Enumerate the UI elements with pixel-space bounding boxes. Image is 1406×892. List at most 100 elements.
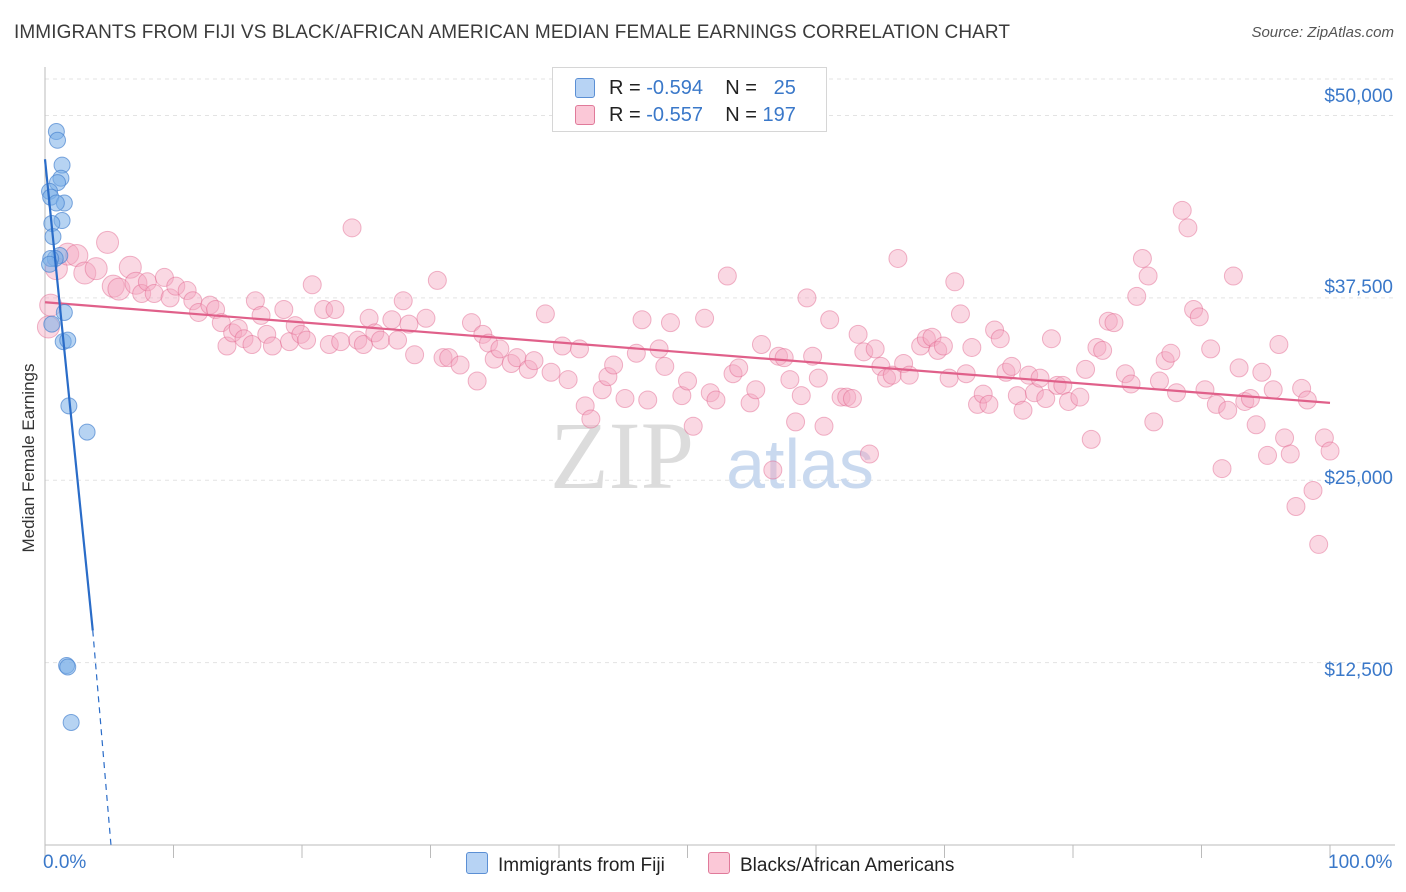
point-black-african-american [1314,428,1334,448]
point-black-african-american [1320,441,1340,461]
point-black-african-american [251,305,271,325]
point-black-african-american [274,300,294,320]
point-black-african-american [211,313,231,333]
point-black-african-american [1201,339,1221,359]
point-black-african-american [979,394,999,414]
point-black-african-american [405,345,425,365]
point-black-african-american [1161,343,1181,363]
point-black-african-american [820,310,840,330]
point-black-african-american [888,248,908,268]
point-black-african-american [598,367,618,387]
point-black-african-american [1132,248,1152,268]
point-black-african-american [1115,364,1135,384]
point-black-african-american [73,261,97,285]
point-black-african-american [780,370,800,390]
point-black-african-american [660,313,680,333]
point-black-african-american [1059,391,1079,411]
point-black-african-american [1269,335,1289,355]
point-black-african-american [1098,311,1118,331]
point-black-african-american [262,336,282,356]
point-black-african-american [166,276,186,296]
legend-r-value: -0.557 [646,104,703,126]
legend-r-value: -0.594 [646,77,703,99]
point-black-african-american [518,359,538,379]
point-black-african-american [1212,459,1232,479]
point-black-african-american [945,272,965,292]
point-black-african-american [242,335,262,355]
point-black-african-american [1195,380,1215,400]
point-black-african-american [245,291,265,311]
point-black-african-american [1292,378,1312,398]
watermark-atlas: atlas [726,425,874,503]
point-black-african-american [700,383,720,403]
point-black-african-american [695,308,715,328]
point-black-african-american [1189,307,1209,327]
point-black-african-american [933,336,953,356]
point-black-african-american [160,288,180,308]
point-black-african-american [461,313,481,333]
point-black-african-american [228,318,248,338]
point-black-african-american [950,304,970,324]
point-black-african-american [638,390,658,410]
point-black-african-american [1007,386,1027,406]
point-black-african-american [370,330,390,350]
point-black-african-american [1081,429,1101,449]
point-black-african-american [1093,340,1113,360]
point-black-african-american [552,336,572,356]
point-black-african-american [501,354,521,374]
point-black-african-american [916,329,936,349]
y-tick-label: $25,000 [1324,468,1393,489]
point-black-african-american [467,371,487,391]
point-fiji [78,423,96,441]
legend-n-value: 25 [773,77,796,99]
point-black-african-american [911,336,931,356]
point-black-african-american [490,339,510,359]
point-black-african-american [655,356,675,376]
x-tick-label-max: 100.0% [1328,852,1393,873]
point-black-african-american [524,351,544,371]
trendline-fiji [43,159,94,631]
point-black-african-american [137,272,157,292]
point-black-african-american [1138,266,1158,286]
point-black-african-american [297,330,317,350]
point-black-african-american [101,274,125,298]
point-black-african-american [223,323,243,343]
point-black-african-american [479,333,499,353]
point-black-african-american [1258,445,1278,465]
point-black-african-american [1024,383,1044,403]
bottom-legend-swatch-fiji [466,852,488,874]
point-black-african-american [535,304,555,324]
point-black-african-american [1127,286,1147,306]
watermark-zip: ZIP [550,402,694,509]
trendline-fiji-extension [92,630,112,846]
point-black-african-american [427,270,447,290]
point-black-african-american [280,332,300,352]
point-black-african-american [729,358,749,378]
point-black-african-american [831,387,851,407]
point-black-african-american [144,283,164,303]
point-black-african-american [1149,371,1169,391]
point-black-african-american [803,346,823,366]
point-black-african-american [1240,389,1260,409]
point-black-african-american [348,330,368,350]
bottom-legend-swatch-black [708,852,730,874]
x-tick-label-min: 0.0% [43,852,87,873]
point-black-african-american [382,310,402,330]
point-black-african-american [1303,480,1323,500]
point-black-african-american [541,362,561,382]
legend-r-label: R = [609,77,647,99]
point-black-african-american [1218,400,1238,420]
point-black-african-american [1286,497,1306,517]
point-black-african-american [1280,444,1300,464]
point-black-african-american [786,412,806,432]
point-black-african-american [433,348,453,368]
legend-swatch-fiji [575,78,595,98]
point-black-african-american [416,308,436,328]
point-black-african-american [1275,428,1295,448]
point-black-african-american [842,389,862,409]
point-black-african-american [854,342,874,362]
point-black-african-american [132,283,152,303]
point-black-african-american [302,275,322,295]
point-black-african-american [859,444,879,464]
